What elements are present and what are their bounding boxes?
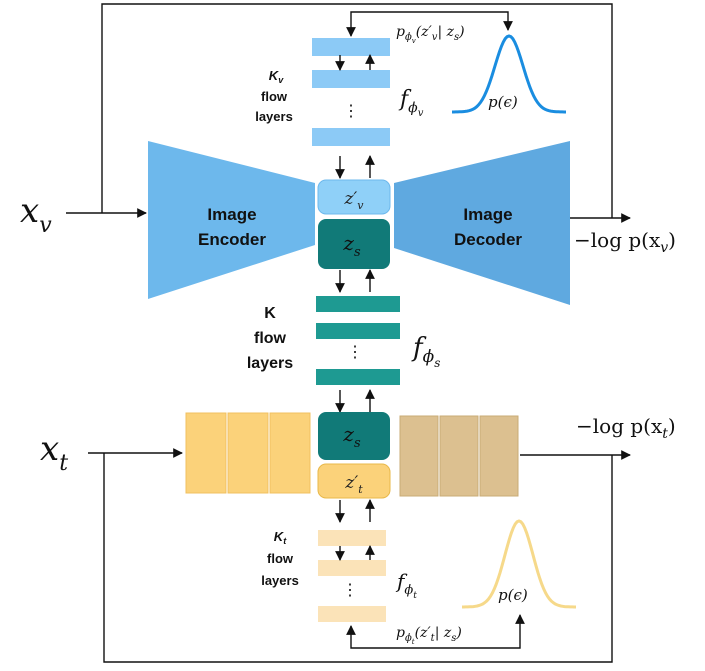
shared-flow-layer-2 — [316, 323, 400, 339]
image-shared-latent-label: zs — [342, 231, 361, 260]
image-loss-label: −log p(xv) — [574, 228, 676, 256]
image-decoder-label-line1: Image — [463, 205, 512, 224]
text-flow-word: flow — [267, 551, 294, 566]
image-posterior-loop — [346, 11, 513, 37]
shared-flow-word: flow — [254, 330, 287, 347]
text-encoder — [185, 412, 311, 494]
text-shared-latent — [318, 412, 390, 460]
text-flow-layer-1 — [318, 530, 386, 546]
text-decoder-block-1 — [399, 415, 439, 497]
shared-flow-layer-1 — [316, 296, 400, 312]
image-skip-connection — [101, 3, 613, 218]
shared-flow-count: K — [264, 305, 276, 322]
text-skip-connection — [103, 453, 613, 663]
image-encoder-label-line1: Image — [207, 205, 256, 224]
text-flow-ellipsis: ⋮ — [342, 580, 358, 599]
text-decoder — [399, 415, 519, 497]
text-flow-function: fϕt — [395, 569, 417, 601]
shared-flow-ellipsis: ⋮ — [347, 342, 363, 361]
text-prior-label: p(ϵ) — [498, 586, 528, 604]
text-input-label: xt — [40, 429, 68, 476]
text-posterior-loop — [346, 614, 525, 649]
shared-flow-layer-3 — [316, 369, 400, 385]
image-prior-label: p(ϵ) — [488, 93, 518, 111]
image-encoder — [148, 141, 315, 299]
shared-flow-layers-word: layers — [247, 355, 293, 372]
image-decoder — [394, 141, 570, 305]
image-encoder-label-line2: Encoder — [198, 230, 266, 249]
image-decoder-label-line2: Decoder — [454, 230, 522, 249]
image-specific-latent — [317, 179, 391, 215]
image-flow-function: fϕv — [398, 87, 424, 119]
image-prior-gaussian — [452, 34, 566, 114]
text-prior-gaussian — [462, 519, 576, 609]
text-decoder-block-3 — [479, 415, 519, 497]
image-flow-layers-word: layers — [255, 109, 293, 124]
text-specific-latent-label: z′t — [344, 473, 363, 496]
image-flow-word: flow — [261, 89, 288, 104]
text-encoder-block-1 — [185, 412, 227, 494]
text-flow-layer-2 — [318, 560, 386, 576]
text-specific-latent — [317, 463, 391, 499]
image-input-label: xv — [20, 191, 52, 238]
text-decoder-block-2 — [439, 415, 479, 497]
image-flow-layer-3 — [312, 128, 390, 146]
text-encoder-block-2 — [227, 412, 269, 494]
text-encoder-block-3 — [269, 412, 311, 494]
image-flow-ellipsis: ⋮ — [343, 101, 359, 120]
image-posterior-label: pϕv(z′v| zs) — [396, 24, 465, 45]
image-flow-count: Kv — [269, 68, 284, 85]
text-flow-count: Kt — [274, 529, 287, 546]
text-flow-layers-word: layers — [261, 573, 299, 588]
text-flow-layer-3 — [318, 606, 386, 622]
shared-flow-function: fϕs — [411, 333, 440, 370]
text-posterior-label: pϕt(z′t| zs) — [396, 625, 462, 646]
image-specific-latent-label: z′v — [343, 189, 364, 212]
text-shared-latent-label: zs — [342, 422, 361, 451]
image-shared-latent — [318, 219, 390, 269]
image-flow-layer-1 — [312, 38, 390, 56]
image-flow-layer-2 — [312, 70, 390, 88]
text-loss-label: −log p(xt) — [576, 414, 676, 442]
